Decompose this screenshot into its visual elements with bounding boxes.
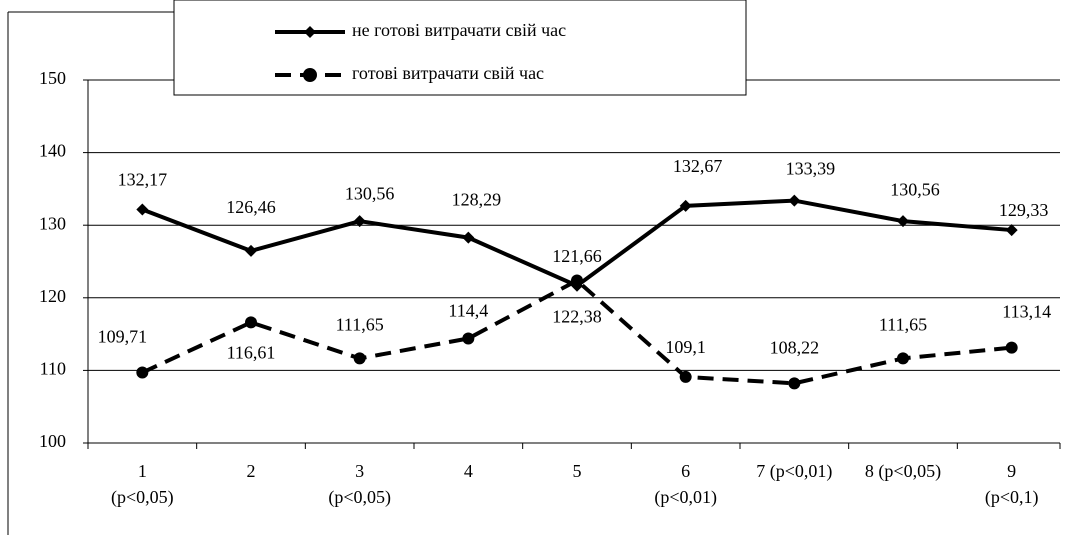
x-tick-label: 6 (p<0,01) [654,461,717,507]
x-tick-label: 5 [572,461,582,481]
value-label: 130,56 [890,179,940,199]
value-label: 130,56 [345,183,395,203]
legend-marker [303,68,317,82]
value-label: 114,4 [448,301,488,321]
x-tick-label: 4 [463,461,473,481]
value-label: 109,71 [98,327,148,347]
value-label: 113,14 [1002,302,1051,322]
value-label: 111,65 [336,315,384,335]
value-label: 132,67 [673,156,723,176]
marker [897,215,909,228]
y-tick-label: 150 [39,68,66,88]
marker [353,215,366,228]
x-tick-label: 2 [246,461,256,481]
marker [136,366,149,379]
y-tick-label: 120 [39,286,66,306]
value-label: 121,66 [552,246,602,266]
marker [245,316,257,329]
legend-box [173,0,747,96]
y-tick-label: 130 [39,213,66,233]
value-label: 129,33 [999,200,1049,220]
x-tick-label: 3 (p<0,05) [328,461,391,507]
marker [462,332,475,345]
legend-marker [304,26,316,38]
value-label: 133,39 [786,159,836,179]
value-label: 108,22 [770,337,820,357]
marker [1005,341,1018,354]
series-line [141,278,1012,386]
y-tick-label: 140 [39,141,66,161]
marker [679,370,692,383]
x-tick-label: 8 (p<0,05) [864,461,942,481]
value-label: 122,38 [552,307,602,327]
marker [353,352,366,365]
value-label: 128,29 [452,190,502,210]
marker [788,377,801,390]
marker [897,352,909,365]
marker [1005,224,1018,237]
y-tick-label: 110 [40,359,66,379]
marker [136,203,149,216]
legend-label: готові витрачати свій час [352,63,544,83]
value-label: 126,46 [226,197,276,217]
value-label: 132,17 [118,170,168,190]
x-tick-label: 1 (p<0,05) [111,461,174,507]
marker [462,231,475,244]
marker [571,274,583,287]
y-tick-label: 100 [39,431,66,451]
value-label: 111,65 [879,315,927,335]
marker [788,194,801,207]
legend-label: не готові витрачати свій час [352,20,566,40]
value-label: 116,61 [227,343,276,363]
x-tick-label: 9 (p<0,1) [984,461,1039,507]
marker [679,199,692,212]
x-tick-label: 7 (p<0,01) [756,461,833,481]
marker [245,244,257,257]
value-label: 109,1 [665,337,706,357]
